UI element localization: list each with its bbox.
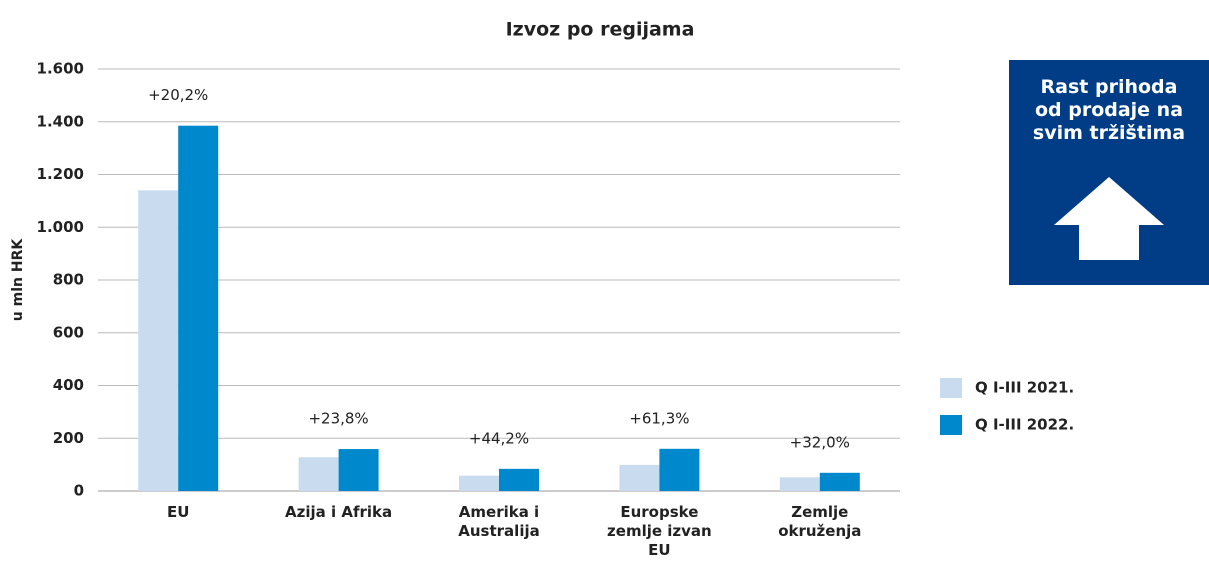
y-tick-label: 800 [53,271,84,289]
y-tick-label: 1.400 [37,112,84,130]
y-axis-label: u mln HRK [10,238,26,322]
annotation: +32,0% [790,433,850,451]
bar [499,468,539,491]
y-tick-label: 200 [53,429,84,447]
bar [819,472,860,491]
bar [178,125,219,492]
legend-label: Q I-III 2022. [975,416,1074,434]
bar [779,477,820,491]
legend-label: Q I-III 2021. [975,379,1074,397]
callout-box: Rast prihoda od prodaje na svim tržištim… [1009,60,1209,285]
annotation: +44,2% [469,429,529,447]
x-tick-label: EU [166,503,190,521]
y-tick-label: 1.000 [37,218,84,236]
bar [459,475,499,491]
legend-swatch [940,378,962,398]
bar [619,464,660,491]
y-tick-label: 1.600 [37,60,84,78]
annotation: +23,8% [308,410,368,428]
x-tick-label: Azija i Afrika [285,503,393,521]
bar [298,457,339,491]
annotation: +20,2% [148,86,208,104]
y-tick-label: 0 [74,482,84,500]
annotation: +61,3% [629,409,689,427]
x-tick-label: Zemlje okruženja [778,503,862,540]
x-tick-label: Amerika i Australija [458,503,540,540]
chart-title: Izvoz po regijama [506,19,695,41]
x-tick-label: Europske zemlje izvan EU [607,503,712,559]
bar [138,190,179,491]
y-tick-label: 600 [53,323,84,341]
legend-swatch [940,415,962,435]
bar [338,449,379,491]
y-tick-label: 400 [53,376,84,394]
arrow-icon [1054,177,1164,260]
bar [659,448,700,491]
callout-text: Rast prihoda od prodaje na svim tržištim… [1032,76,1186,144]
y-tick-label: 1.200 [37,165,84,183]
